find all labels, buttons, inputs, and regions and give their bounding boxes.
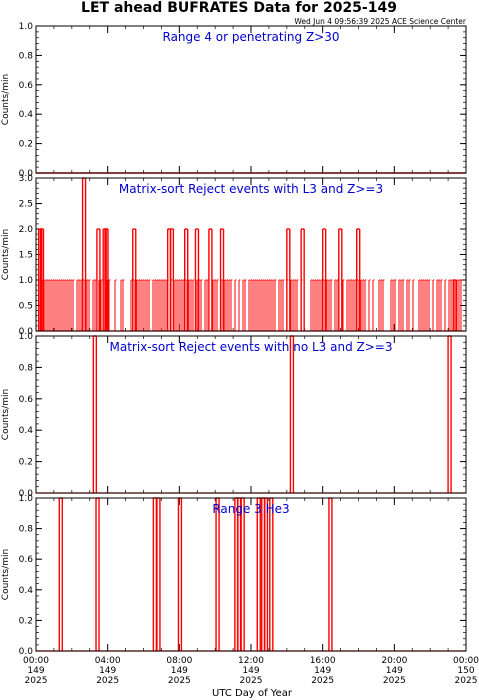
y-tick-label: 1.0 — [19, 22, 34, 32]
x-tick-year: 2025 — [311, 676, 334, 686]
panel-1: 0.0 0.2 0.4 0.6 0.8 1.0 Counts/min Range 4 or p… — [1, 22, 467, 179]
y-tick-label: 0.8 — [19, 363, 34, 373]
x-tick-time: 00:00 — [23, 656, 49, 666]
plot-frame — [35, 335, 467, 494]
y-tick-label: 0.4 — [19, 586, 34, 596]
y-tick-label: 1.0 — [19, 332, 34, 342]
x-tick-year: 2025 — [383, 676, 406, 686]
x-tick-day: 149 — [171, 666, 188, 676]
y-axis-label: Counts/min — [1, 549, 11, 600]
y-axis-label: Counts/min — [1, 229, 11, 280]
y-tick-label: 1.0 — [19, 494, 34, 504]
x-tick-time: 04:00 — [95, 656, 121, 666]
panel-label: Matrix-sort Reject events with no L3 and… — [110, 340, 393, 354]
plot-frame — [35, 497, 467, 652]
panel-3: 0.0 0.2 0.4 0.6 0.8 1.0 Counts/min Matrix-sort … — [1, 332, 467, 499]
series-2 — [36, 177, 466, 332]
y-tick-label: 2.5 — [19, 200, 33, 210]
x-tick-year: 2025 — [240, 676, 263, 686]
y-tick-label: 0.8 — [19, 525, 34, 535]
y-tick-label: 1.0 — [19, 276, 34, 286]
y-tick-label: 0.2 — [19, 616, 33, 626]
y-tick-label: 0.5 — [19, 302, 33, 312]
x-tick-day: 149 — [27, 666, 44, 676]
y-tick-label: 0.6 — [19, 81, 34, 91]
x-tick-day: 150 — [457, 666, 474, 676]
x-tick-time: 20:00 — [381, 656, 407, 666]
y-tick-label: 0.2 — [19, 140, 33, 150]
x-tick-time: 12:00 — [238, 656, 264, 666]
x-tick-time: 08:00 — [166, 656, 192, 666]
y-tick-label: 0.6 — [19, 555, 34, 565]
x-tick-time: 00:00 — [453, 656, 479, 666]
y-tick-label: 1.5 — [19, 251, 33, 261]
chart-title: LET ahead BUFRATES Data for 2025-149 — [81, 0, 397, 16]
x-tick-day: 149 — [242, 666, 259, 676]
x-tick-year: 2025 — [455, 676, 478, 686]
panel-4: 0.0 0.2 0.4 0.6 0.8 1.0 Counts/min Range 3 He3 — [1, 494, 467, 657]
y-tick-label: 0.0 — [19, 647, 34, 657]
x-tick-year: 2025 — [168, 676, 191, 686]
x-tick-day: 149 — [314, 666, 331, 676]
x-tick-year: 2025 — [25, 676, 48, 686]
timestamp: Wed Jun 4 09:56:39 2025 ACE Science Cent… — [294, 17, 467, 26]
panel-2: 0.0 0.5 1.0 1.5 2.0 2.5 3.0 Counts/min Matrix-so… — [1, 174, 467, 337]
y-tick-label: 2.0 — [19, 225, 34, 235]
series-4 — [36, 497, 466, 652]
plot-frame — [35, 25, 467, 174]
x-tick-day: 149 — [386, 666, 403, 676]
y-tick-label: 0.4 — [19, 110, 34, 120]
panel-label: Range 3 He3 — [212, 502, 289, 516]
x-tick-time: 16:00 — [310, 656, 336, 666]
panels: 0.0 0.2 0.4 0.6 0.8 1.0 Counts/min Range 4 or p… — [1, 22, 467, 657]
panel-label: Range 4 or penetrating Z>30 — [163, 30, 340, 44]
y-tick-label: 0.8 — [19, 51, 34, 61]
y-tick-label: 0.0 — [19, 169, 34, 179]
x-axis-label: UTC Day of Year — [212, 688, 293, 699]
y-axis-label: Counts/min — [1, 389, 11, 440]
y-tick-label: 0.0 — [19, 489, 34, 499]
panel-label: Matrix-sort Reject events with L3 and Z>… — [119, 182, 383, 196]
y-tick-label: 0.6 — [19, 395, 34, 405]
x-axis: 00:00149202504:00149202508:00149202512:0… — [23, 656, 479, 686]
y-tick-label: 3.0 — [19, 174, 34, 184]
y-tick-label: 0.0 — [19, 327, 34, 337]
x-tick-day: 149 — [99, 666, 116, 676]
series-3 — [36, 335, 466, 494]
x-tick-year: 2025 — [96, 676, 119, 686]
y-axis-label: Counts/min — [1, 74, 11, 125]
y-tick-label: 0.4 — [19, 426, 34, 436]
y-tick-label: 0.2 — [19, 458, 33, 468]
plot-frame — [35, 177, 467, 332]
